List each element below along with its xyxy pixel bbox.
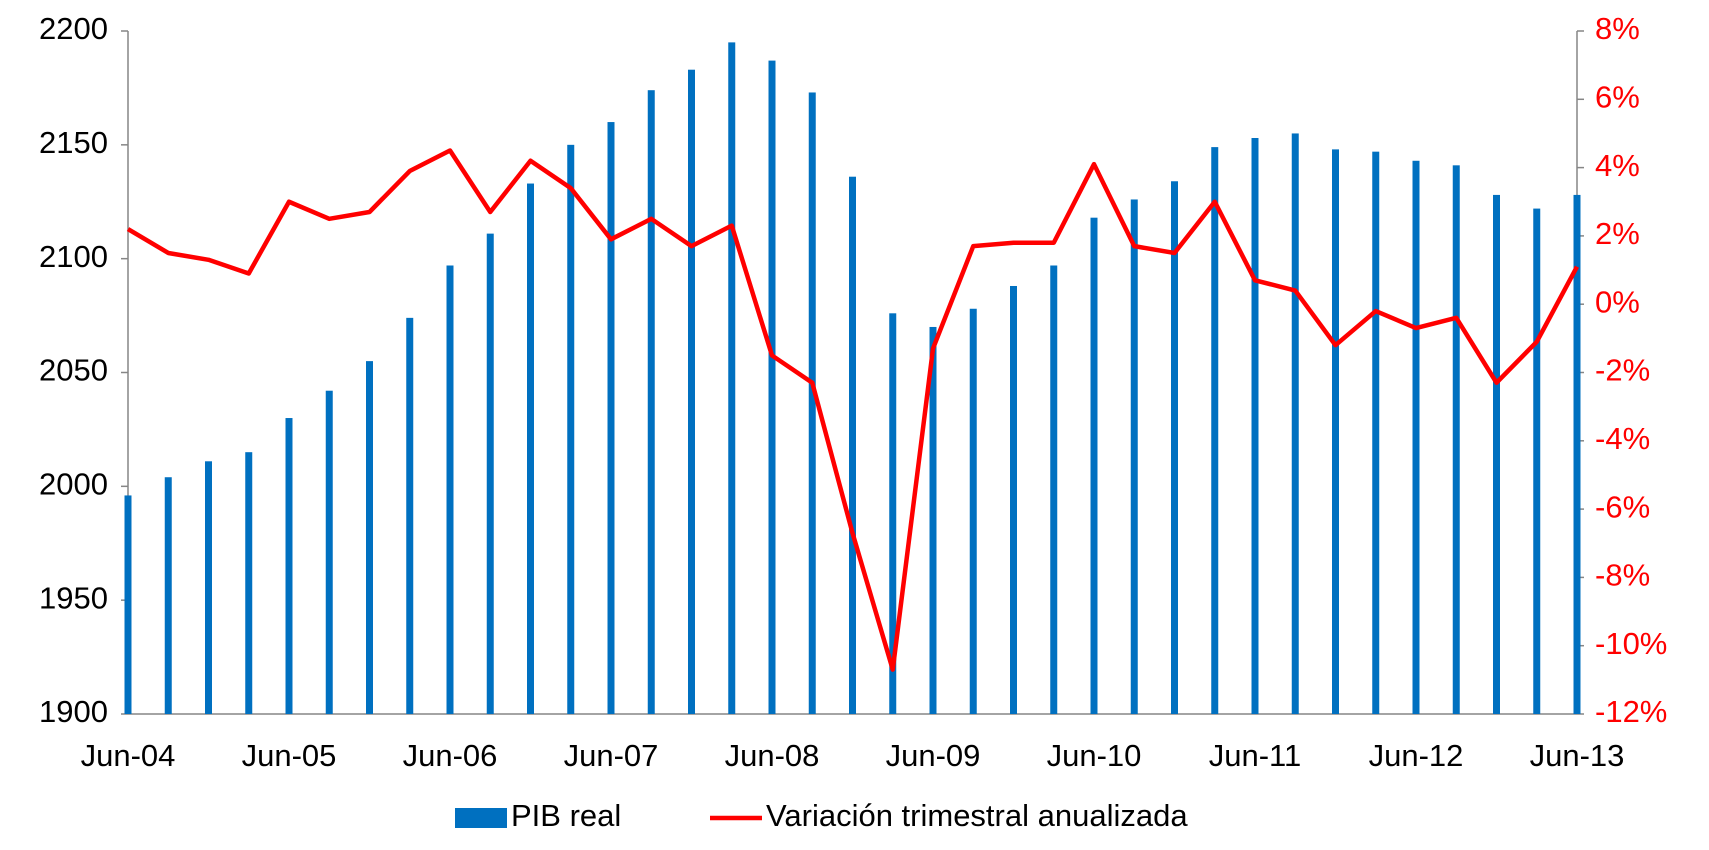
x-tick-label: Jun-04 xyxy=(81,738,176,773)
bar xyxy=(728,42,736,714)
y2-tick-label: 2% xyxy=(1595,216,1640,251)
bar xyxy=(1251,138,1259,715)
bar xyxy=(205,461,212,714)
y2-tick-label: 4% xyxy=(1595,148,1640,183)
y-tick-label: 1900 xyxy=(39,694,108,729)
bar xyxy=(164,477,172,714)
bar xyxy=(1533,208,1541,714)
y-tick-label: 2000 xyxy=(39,467,108,502)
bar xyxy=(1090,217,1098,715)
bar xyxy=(969,308,977,714)
x-tick-label: Jun-11 xyxy=(1209,738,1302,773)
y2-tick-label: -12% xyxy=(1595,694,1667,729)
bar xyxy=(486,233,494,714)
bar xyxy=(1171,181,1178,714)
bar xyxy=(124,495,132,714)
x-tick-label: Jun-08 xyxy=(725,738,820,773)
bar xyxy=(688,69,695,715)
y2-tick-label: -10% xyxy=(1595,626,1667,661)
bar xyxy=(1332,149,1339,715)
legend-label: PIB real xyxy=(511,798,621,833)
y-tick-label: 2150 xyxy=(39,125,108,160)
bar xyxy=(768,60,776,714)
y-tick-label: 2100 xyxy=(39,239,108,274)
bar xyxy=(285,418,293,714)
bar xyxy=(527,183,534,714)
bar xyxy=(1010,285,1017,714)
bar xyxy=(1573,194,1581,715)
x-tick-label: Jun-12 xyxy=(1369,738,1464,773)
bar xyxy=(929,326,937,714)
x-tick-label: Jun-13 xyxy=(1530,738,1625,773)
bar xyxy=(406,317,414,714)
bar xyxy=(366,361,373,714)
x-tick-label: Jun-09 xyxy=(886,738,981,773)
bar xyxy=(245,452,253,714)
y2-tick-label: 6% xyxy=(1595,79,1640,114)
y2-tick-label: 8% xyxy=(1595,11,1640,46)
bar xyxy=(1412,160,1420,714)
x-tick-label: Jun-05 xyxy=(242,738,337,773)
bar xyxy=(849,176,856,714)
y-tick-label: 2200 xyxy=(39,11,108,46)
legend-label: Variación trimestral anualizada xyxy=(766,798,1188,833)
y2-tick-label: -4% xyxy=(1595,421,1650,456)
bar xyxy=(607,122,615,715)
y2-tick-label: 0% xyxy=(1595,284,1640,319)
x-tick-label: Jun-06 xyxy=(403,738,498,773)
y-tick-label: 2050 xyxy=(39,353,108,388)
bar xyxy=(1211,147,1219,715)
bar xyxy=(808,92,816,715)
x-tick-label: Jun-10 xyxy=(1047,738,1142,773)
bar xyxy=(647,90,655,714)
bar xyxy=(1130,199,1138,714)
bar xyxy=(889,313,897,714)
y2-tick-label: -6% xyxy=(1595,489,1650,524)
bar xyxy=(325,390,333,714)
bar xyxy=(1372,151,1380,714)
y-tick-label: 1950 xyxy=(39,580,108,615)
bar xyxy=(1050,265,1058,714)
y2-tick-label: -2% xyxy=(1595,353,1650,388)
x-tick-label: Jun-07 xyxy=(564,738,659,773)
bar xyxy=(567,144,575,715)
bar xyxy=(1493,194,1500,715)
bar xyxy=(1291,133,1299,714)
legend-swatch xyxy=(455,808,507,828)
bar xyxy=(446,265,454,714)
bar xyxy=(1452,165,1460,714)
y2-tick-label: -8% xyxy=(1595,558,1650,593)
line xyxy=(126,148,1579,672)
